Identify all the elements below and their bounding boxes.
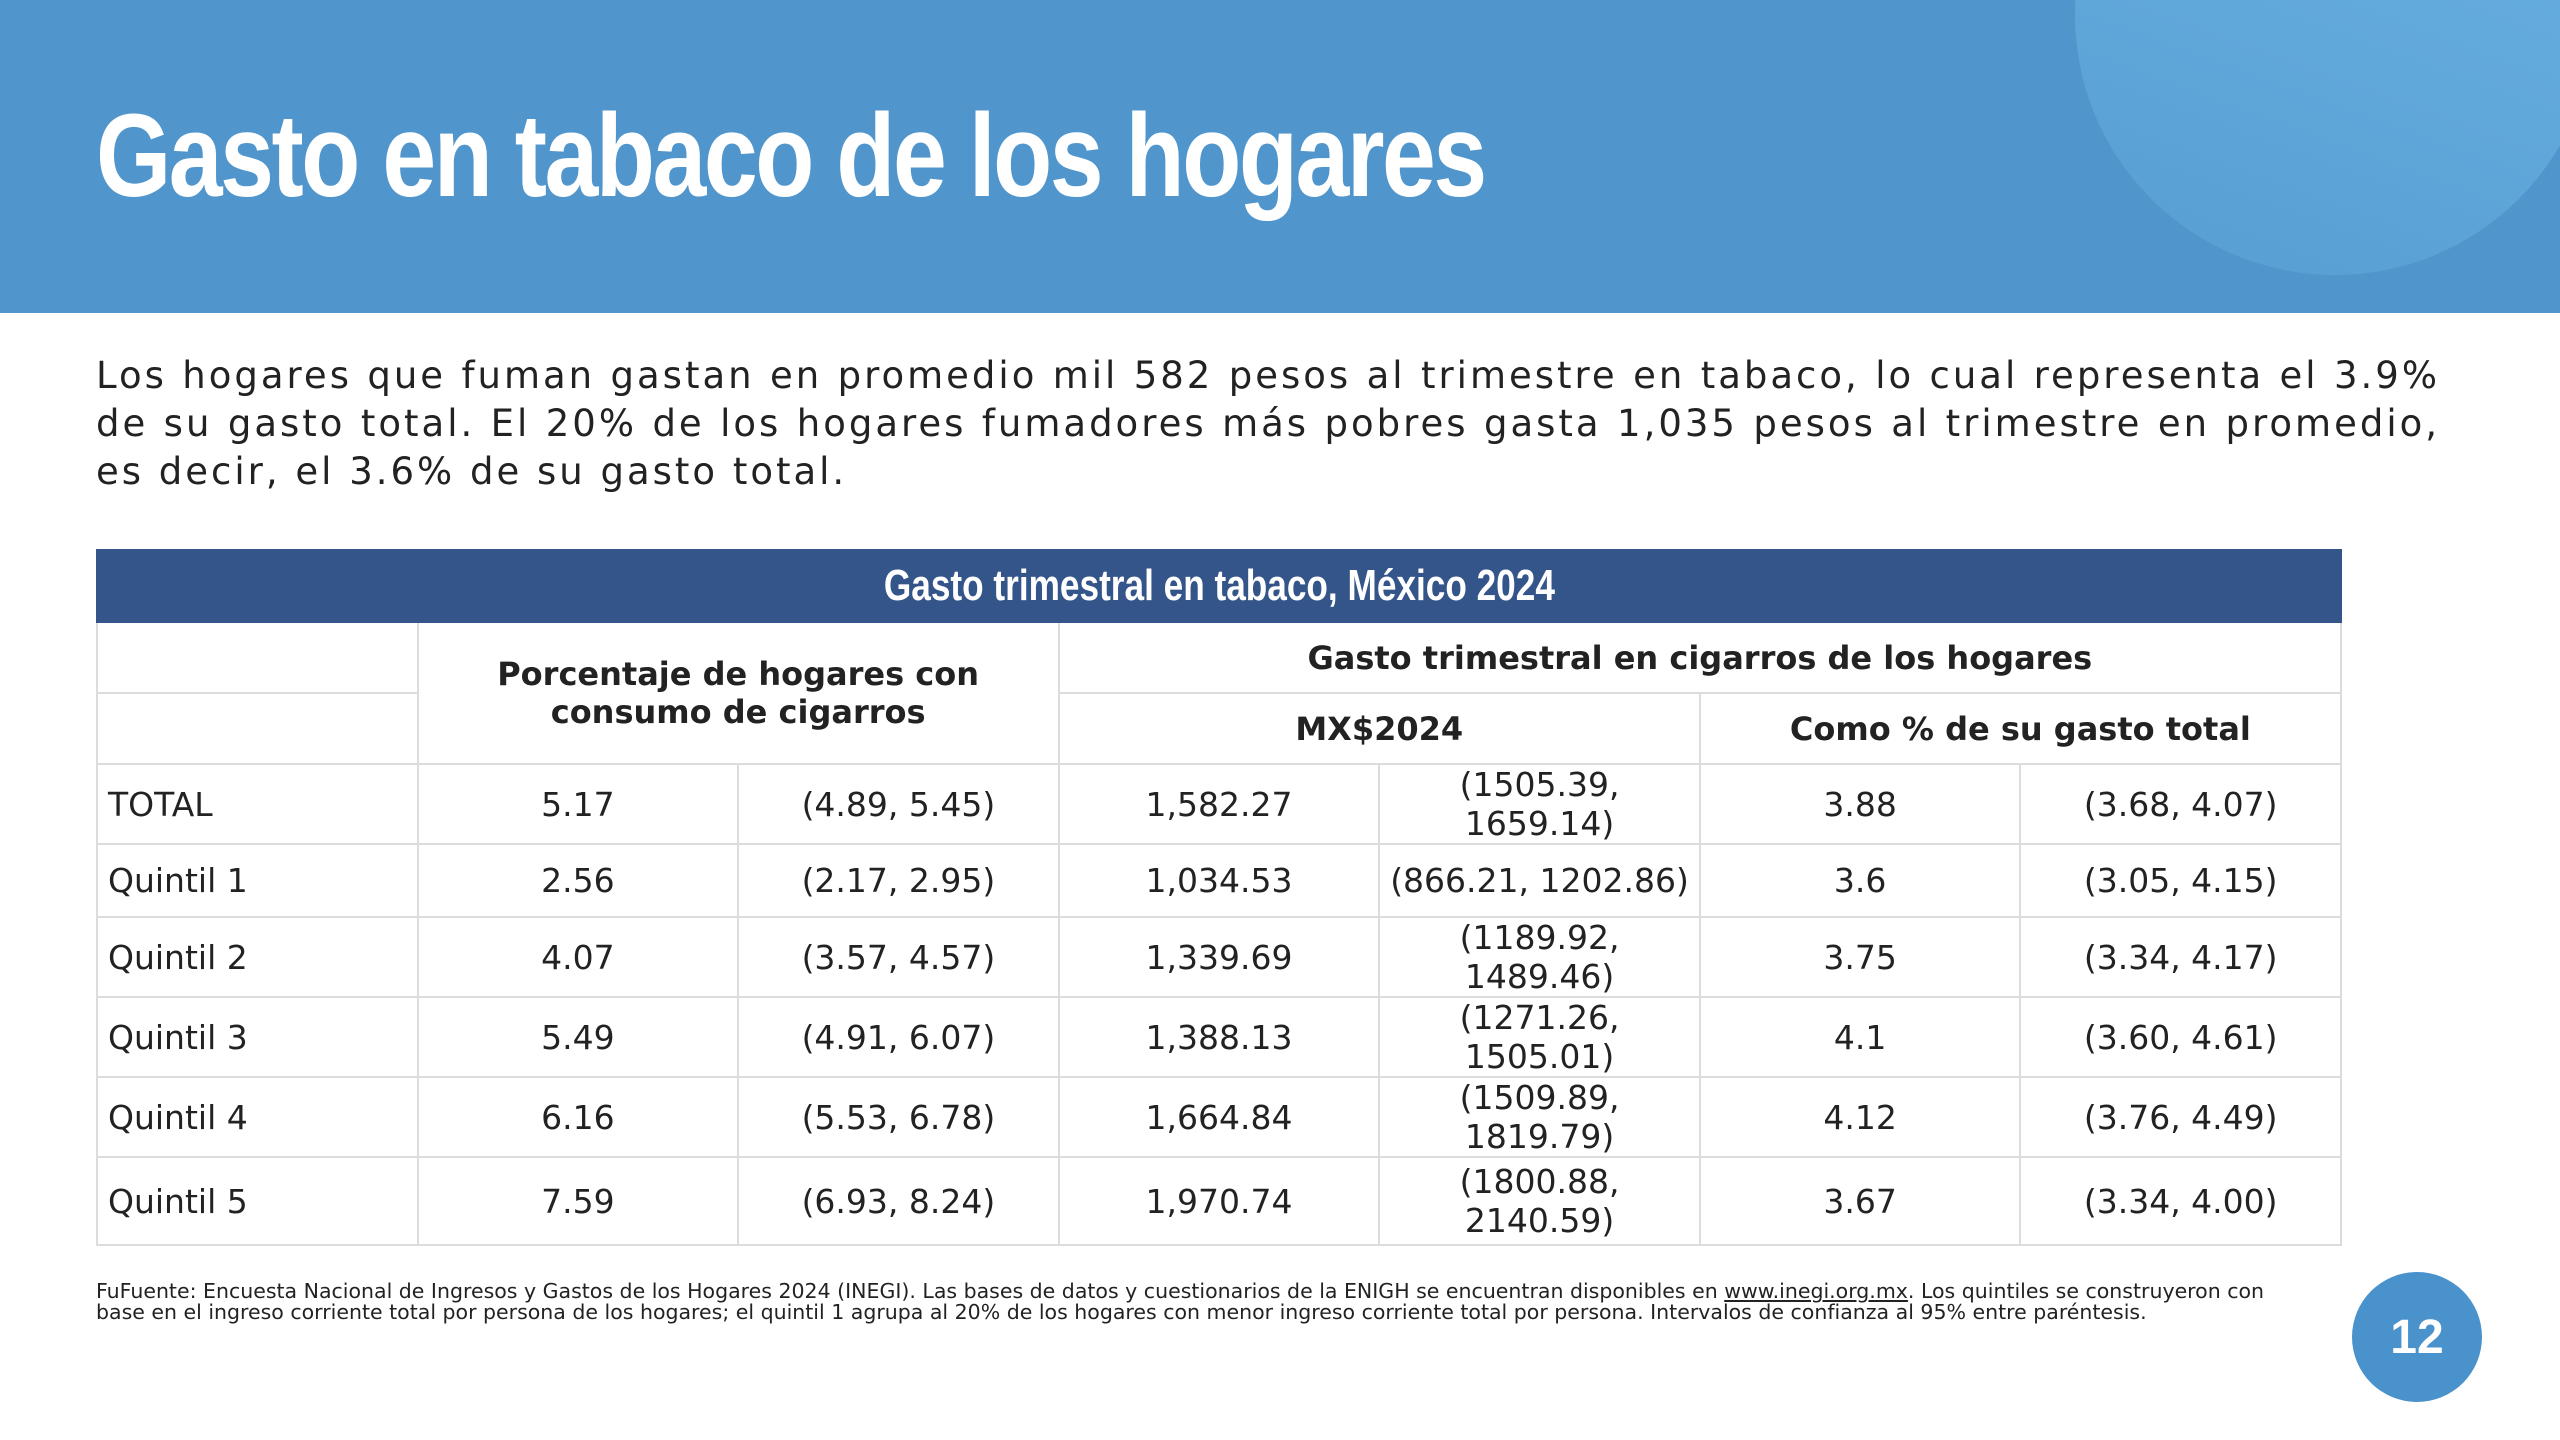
empty-header [96, 621, 419, 694]
table-title: Gasto trimestral en tabaco, México 2024 [96, 549, 2342, 623]
table-cell: 4.07 [416, 916, 740, 998]
table-cell: 3.75 [1698, 916, 2022, 998]
table-cell: (4.89, 5.45) [737, 763, 1060, 845]
table-cell: (866.21, 1202.86) [1378, 843, 1701, 918]
table-row: Quintil 3 5.49 (4.91, 6.07) 1,388.13 (1271.2… [96, 996, 2342, 1078]
table-cell: (5.53, 6.78) [737, 1076, 1060, 1158]
table-cell: 5.49 [416, 996, 740, 1078]
table-cell: 1,388.13 [1057, 996, 1381, 1078]
table-cell: 3.6 [1698, 843, 2022, 918]
row-label: Quintil 5 [96, 1156, 419, 1246]
column-header: MX$2024 [1057, 692, 1701, 765]
table-cell: 2.56 [416, 843, 740, 918]
table-cell: 3.88 [1698, 763, 2022, 845]
footnote: FuFuente: Encuesta Nacional de Ingresos … [96, 1281, 2276, 1323]
table-cell: (2.17, 2.95) [737, 843, 1060, 918]
column-header: Gasto trimestral en cigarros de los hoga… [1057, 621, 2343, 694]
table-cell: 1,339.69 [1057, 916, 1381, 998]
table-cell: (3.60, 4.61) [2019, 996, 2342, 1078]
table-cell: (3.05, 4.15) [2019, 843, 2342, 918]
table-cell: 4.12 [1698, 1076, 2022, 1158]
table-cell: 7.59 [416, 1156, 740, 1246]
table-row: Quintil 4 6.16 (5.53, 6.78) 1,664.84 (1509.8… [96, 1076, 2342, 1158]
empty-header [96, 692, 419, 765]
table-cell: (3.34, 4.17) [2019, 916, 2342, 998]
row-label: Quintil 3 [96, 996, 419, 1078]
table-cell: 3.67 [1698, 1156, 2022, 1246]
table-row: TOTAL 5.17 (4.89, 5.45) 1,582.27 (1505.39, 1… [96, 763, 2342, 845]
table-cell: (1189.92, 1489.46) [1378, 916, 1701, 998]
page-title: Gasto en tabaco de los hogares [96, 90, 1487, 222]
table-cell: 4.1 [1698, 996, 2022, 1078]
column-header: Porcentaje de hogares con consumo de cig… [416, 621, 1060, 765]
header-band: Gasto en tabaco de los hogares [0, 0, 2560, 313]
table-cell: (1271.26, 1505.01) [1378, 996, 1701, 1078]
table-cell: (3.57, 4.57) [737, 916, 1060, 998]
table-cell: 1,582.27 [1057, 763, 1381, 845]
table-cell: 1,970.74 [1057, 1156, 1381, 1246]
data-table: Gasto trimestral en tabaco, México 2024 … [96, 549, 2343, 1246]
column-header: Como % de su gasto total [1698, 692, 2343, 765]
table-row: Quintil 5 7.59 (6.93, 8.24) 1,970.74 (1800.8… [96, 1156, 2342, 1246]
table-cell: (1800.88, 2140.59) [1378, 1156, 1701, 1246]
row-label: TOTAL [96, 763, 419, 845]
footnote-text: FuFuente: Encuesta Nacional de Ingresos … [96, 1279, 1725, 1303]
table-cell: 1,034.53 [1057, 843, 1381, 918]
source-link[interactable]: www.inegi.org.mx [1724, 1279, 1908, 1303]
table-row: Quintil 1 2.56 (2.17, 2.95) 1,034.53 (866.21… [96, 843, 2342, 918]
table-cell: (4.91, 6.07) [737, 996, 1060, 1078]
table-cell: 6.16 [416, 1076, 740, 1158]
page-number: 12 [2352, 1272, 2482, 1402]
table-cell: (1509.89, 1819.79) [1378, 1076, 1701, 1158]
table-cell: (3.68, 4.07) [2019, 763, 2342, 845]
row-label: Quintil 1 [96, 843, 419, 918]
table-cell: (1505.39, 1659.14) [1378, 763, 1701, 845]
table-cell: (3.34, 4.00) [2019, 1156, 2342, 1246]
table-cell: 1,664.84 [1057, 1076, 1381, 1158]
row-label: Quintil 4 [96, 1076, 419, 1158]
decorative-circle [2075, 0, 2560, 275]
table-cell: 5.17 [416, 763, 740, 845]
table-cell: (3.76, 4.49) [2019, 1076, 2342, 1158]
table-cell: (6.93, 8.24) [737, 1156, 1060, 1246]
footnote-text: . Los quintiles se construyeron con base… [96, 1279, 2265, 1324]
intro-text: Los hogares que fuman gastan en promedio… [96, 354, 2440, 493]
table-row: Quintil 2 4.07 (3.57, 4.57) 1,339.69 (1189.9… [96, 916, 2342, 998]
row-label: Quintil 2 [96, 916, 419, 998]
table-body: TOTAL 5.17 (4.89, 5.45) 1,582.27 (1505.39, 1… [96, 763, 2342, 1246]
table-title-text: Gasto trimestral en tabaco, México 2024 [883, 561, 1555, 610]
